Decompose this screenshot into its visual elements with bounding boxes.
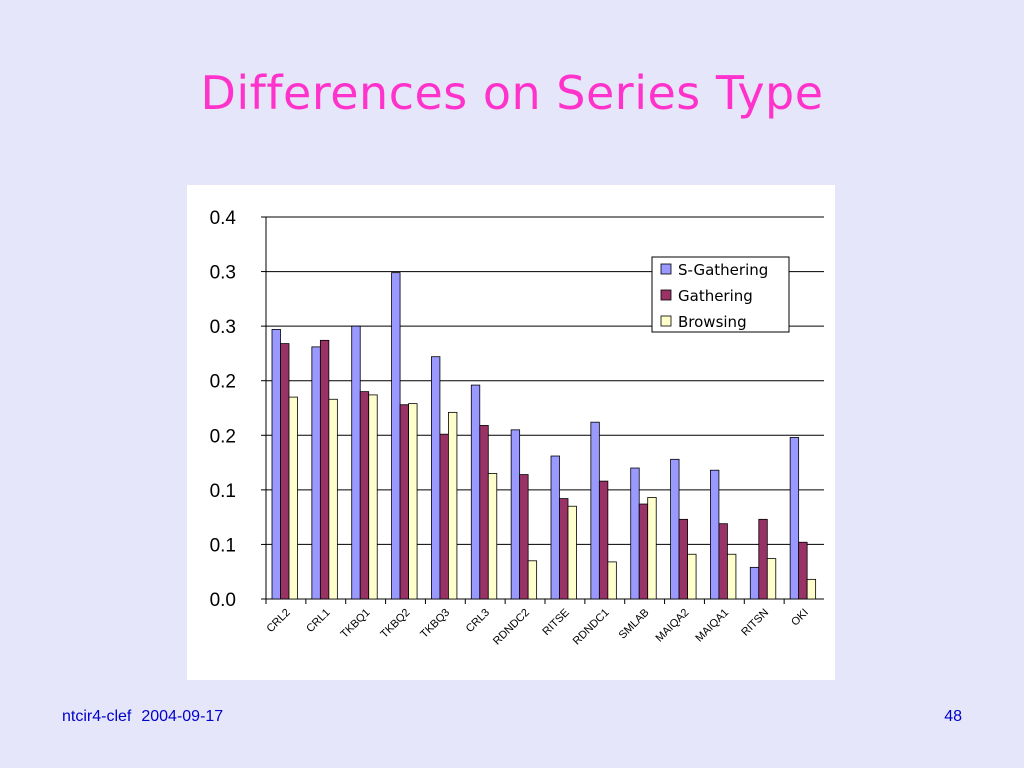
bar-crl2-2 <box>288 396 298 600</box>
bar-maiqa2-1 <box>678 518 688 600</box>
x-tick-label: RITSE <box>540 607 571 638</box>
legend-box <box>651 256 790 333</box>
x-tick-label: RDNDC2 <box>491 607 532 648</box>
bar-crl3-1 <box>479 425 489 600</box>
x-tick-label: OKI <box>789 607 811 629</box>
bar-tkbq2-0 <box>391 272 401 600</box>
bar-maiqa1-0 <box>710 469 720 600</box>
bar-crl2-1 <box>280 343 290 600</box>
bar-ritse-0 <box>550 455 560 600</box>
bar-rdndc2-1 <box>519 474 529 600</box>
bar-tkbq1-2 <box>368 394 378 600</box>
bar-rdndc1-2 <box>607 561 617 600</box>
x-tick-label: TKBQ1 <box>339 607 373 641</box>
bar-rdndc2-2 <box>527 560 538 600</box>
bar-tkbq3-2 <box>448 411 458 600</box>
y-tick-label: 0.4 <box>210 208 237 229</box>
bar-crl1-2 <box>328 398 338 600</box>
y-tick-label: 0.3 <box>210 317 236 338</box>
bar-ritse-1 <box>559 498 569 600</box>
bar-maiqa2-2 <box>687 553 697 600</box>
bar-maiqa1-2 <box>727 553 737 600</box>
bar-tkbq1-1 <box>359 391 370 600</box>
bar-rdndc2-0 <box>510 429 521 600</box>
x-tick-label: RDNDC1 <box>571 607 612 648</box>
bar-tkbq1-0 <box>351 325 361 600</box>
bar-maiqa1-1 <box>718 523 728 600</box>
x-tick-label: RITSN <box>739 607 771 639</box>
bar-tkbq2-1 <box>399 404 409 600</box>
y-tick-label: 0.2 <box>210 426 236 447</box>
x-tick-label: SMLAB <box>617 607 652 642</box>
y-tick-label: 0.2 <box>210 372 236 393</box>
slide-title: Differences on Series Type <box>200 66 824 120</box>
bar-tkbq3-0 <box>431 356 441 600</box>
bar-ritsn-2 <box>766 558 777 600</box>
y-tick-label: 0.3 <box>210 263 236 284</box>
footer-source: ntcir4-clef <box>62 708 132 725</box>
bar-oki-1 <box>798 541 808 600</box>
bar-oki-0 <box>789 437 800 600</box>
bar-smlab-2 <box>647 497 657 600</box>
legend-label: Gathering <box>678 287 753 305</box>
x-tick-label: CRL3 <box>464 607 492 635</box>
y-tick-label: 0.0 <box>210 590 236 611</box>
chart-container: 0.0 0.1 0.1 0.2 0.2 0.3 0.3 0.4 CRL2 CRL1 TKBQ1 TKB… <box>187 185 835 680</box>
footer-date: 2004-09-17 <box>141 708 224 725</box>
x-tick-label: CRL1 <box>304 607 332 635</box>
bar-tkbq3-1 <box>439 433 449 600</box>
legend-label: S-Gathering <box>678 261 768 279</box>
x-tick-label: MAIQA2 <box>654 607 692 645</box>
bar-rdndc1-0 <box>590 421 600 600</box>
bar-ritse-2 <box>567 505 577 600</box>
x-tick-label: TKBQ2 <box>378 607 412 641</box>
x-tick-label: TKBQ3 <box>418 607 452 641</box>
bar-tkbq2-2 <box>408 403 418 600</box>
bar-crl1-0 <box>311 346 321 600</box>
footer-left: ntcir4-clef 2004-09-17 <box>62 708 223 726</box>
bar-ritsn-1 <box>758 518 768 600</box>
bar-ritsn-0 <box>749 566 760 600</box>
bar-crl1-1 <box>319 339 330 600</box>
bar-rdndc1-1 <box>598 480 609 600</box>
bar-maiqa2-0 <box>670 458 680 600</box>
legend-swatch <box>660 263 672 275</box>
bar-oki-2 <box>806 578 817 600</box>
page-number: 48 <box>944 708 962 725</box>
legend-label: Browsing <box>678 313 747 331</box>
x-tick-label: CRL2 <box>264 607 292 635</box>
bar-crl3-0 <box>470 384 481 600</box>
y-tick-label: 0.1 <box>210 481 236 502</box>
legend-swatch <box>660 315 672 327</box>
x-tick-label: MAIQA1 <box>693 607 731 645</box>
bar-smlab-0 <box>630 467 640 600</box>
bar-crl2-0 <box>271 329 281 600</box>
legend-swatch <box>660 289 672 301</box>
y-tick-label: 0.1 <box>210 535 236 556</box>
bar-crl3-2 <box>487 473 498 600</box>
bar-smlab-1 <box>638 503 649 600</box>
